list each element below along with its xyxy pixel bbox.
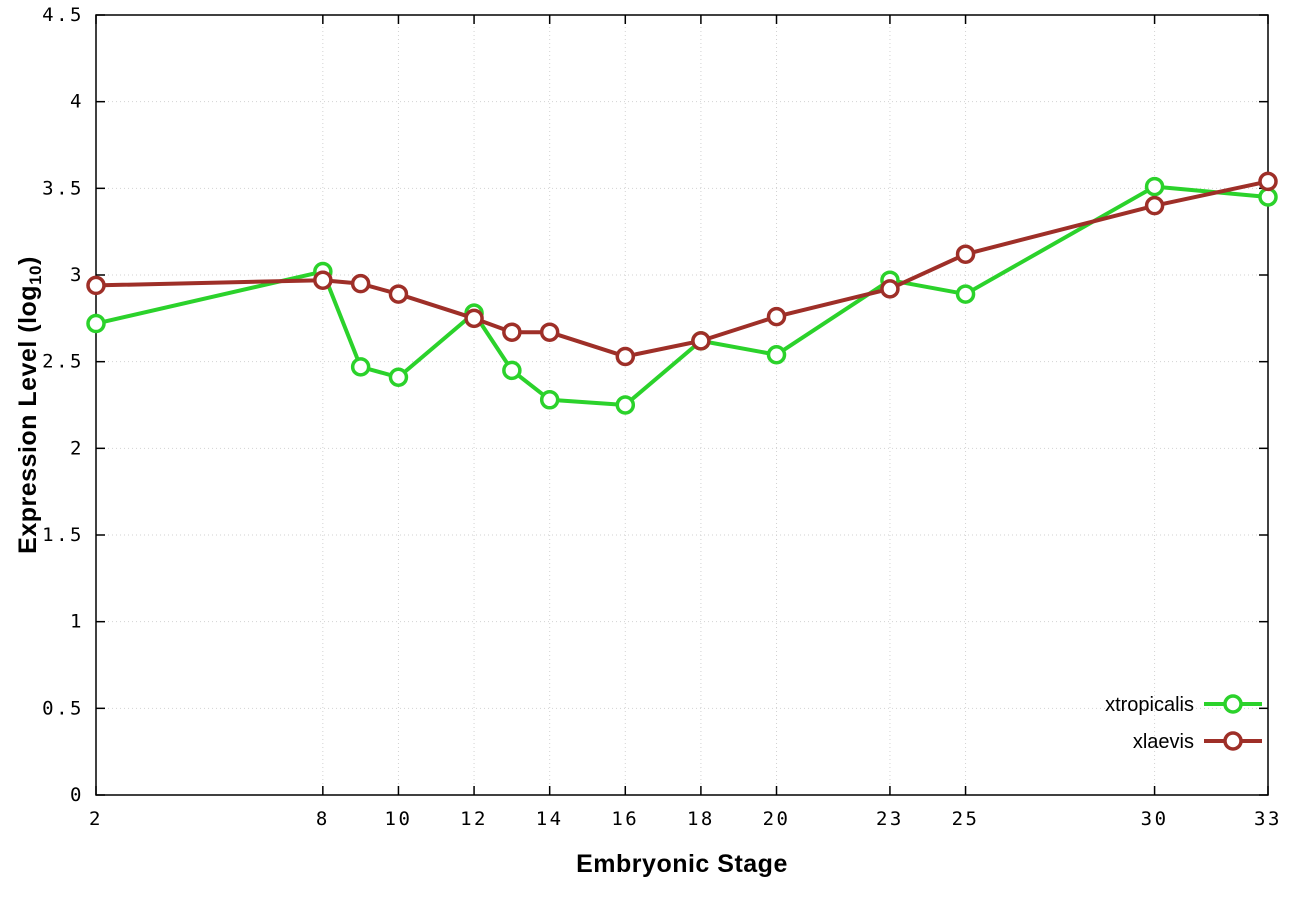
y-axis-label: Expression Level (log10) [14, 256, 46, 554]
x-tick-label: 10 [385, 808, 413, 830]
series-xlaevis-marker [1144, 195, 1165, 216]
series-xlaevis-marker [388, 284, 409, 304]
y-tick-label: 4 [70, 91, 84, 113]
y-tick-label: 3.5 [42, 177, 84, 199]
series-xlaevis-marker [691, 331, 711, 351]
x-axis-label: Embryonic Stage [576, 850, 788, 878]
series-xtropicalis-marker [615, 395, 636, 415]
y-tick-label: 1.5 [42, 524, 84, 546]
series-xtropicalis-marker [388, 367, 409, 388]
gridlines [95, 14, 1269, 796]
series-xtropicalis-marker [1258, 187, 1278, 207]
series-xlaevis-marker [350, 273, 371, 294]
y-axis-label-suffix: ) [14, 256, 42, 265]
series-xlaevis-marker [539, 322, 560, 342]
tick-marks [95, 14, 1269, 796]
series-xlaevis-line [94, 179, 1270, 359]
x-tick-label: 25 [952, 808, 980, 830]
x-tick-label: 33 [1254, 808, 1282, 830]
series-xtropicalis-marker [350, 357, 371, 377]
x-tick-label: 30 [1141, 808, 1169, 830]
y-axis-label-text: Expression Level (log [14, 284, 42, 554]
y-tick-label: 3 [70, 264, 84, 286]
x-tick-label: 16 [611, 808, 639, 830]
series-xlaevis-marker [880, 279, 900, 299]
series-xtropicalis-marker [539, 390, 560, 410]
legend: xtropicalis xlaevis [1105, 694, 1262, 753]
legend-xtropicalis-label: xtropicalis [1105, 694, 1194, 716]
y-axis-label-subscript: 10 [26, 264, 45, 285]
legend-xlaevis-label: xlaevis [1133, 731, 1194, 753]
series-xlaevis-marker [1258, 171, 1278, 192]
y-tick-label: 0.5 [42, 697, 84, 719]
series-xlaevis [86, 171, 1278, 367]
series-xlaevis-marker [766, 306, 787, 327]
series-xlaevis-marker [955, 244, 976, 264]
x-tick-label: 18 [687, 808, 715, 830]
x-tick-label: 12 [460, 808, 488, 830]
series-xlaevis-marker [464, 308, 484, 329]
series-xtropicalis-marker [766, 344, 787, 365]
x-tick-label: 14 [536, 808, 564, 830]
plot-border [95, 14, 1269, 796]
x-tick-label: 2 [89, 808, 103, 830]
y-tick-label: 0 [70, 784, 84, 806]
series-xtropicalis-marker [955, 284, 976, 304]
series-xlaevis-marker [313, 270, 333, 290]
x-tick-label: 8 [316, 808, 330, 830]
x-tick-label: 23 [876, 808, 904, 830]
series-xtropicalis-marker [86, 313, 106, 334]
series-xtropicalis-marker [1144, 176, 1165, 197]
y-tick-label: 2.5 [42, 351, 84, 373]
series-xtropicalis-line [94, 184, 1270, 407]
series-xlaevis-marker [502, 322, 522, 342]
y-tick-label: 4.5 [42, 4, 84, 26]
series-xlaevis-marker [86, 275, 106, 296]
x-tick-label: 20 [763, 808, 791, 830]
y-tick-label: 2 [70, 437, 84, 459]
y-tick-label: 1 [70, 611, 84, 633]
legend-xlaevis-marker [1223, 731, 1243, 751]
legend-xtropicalis-marker [1223, 694, 1243, 714]
series-xlaevis-marker [615, 346, 636, 367]
tick-labels: 0 0.5 1 1.5 2 2.5 3 3.5 4 4.5 2 8 10 12 14 16 18 20 23 25 30… [42, 4, 1282, 830]
series-xtropicalis [86, 176, 1278, 415]
series-xtropicalis-marker [502, 360, 522, 381]
